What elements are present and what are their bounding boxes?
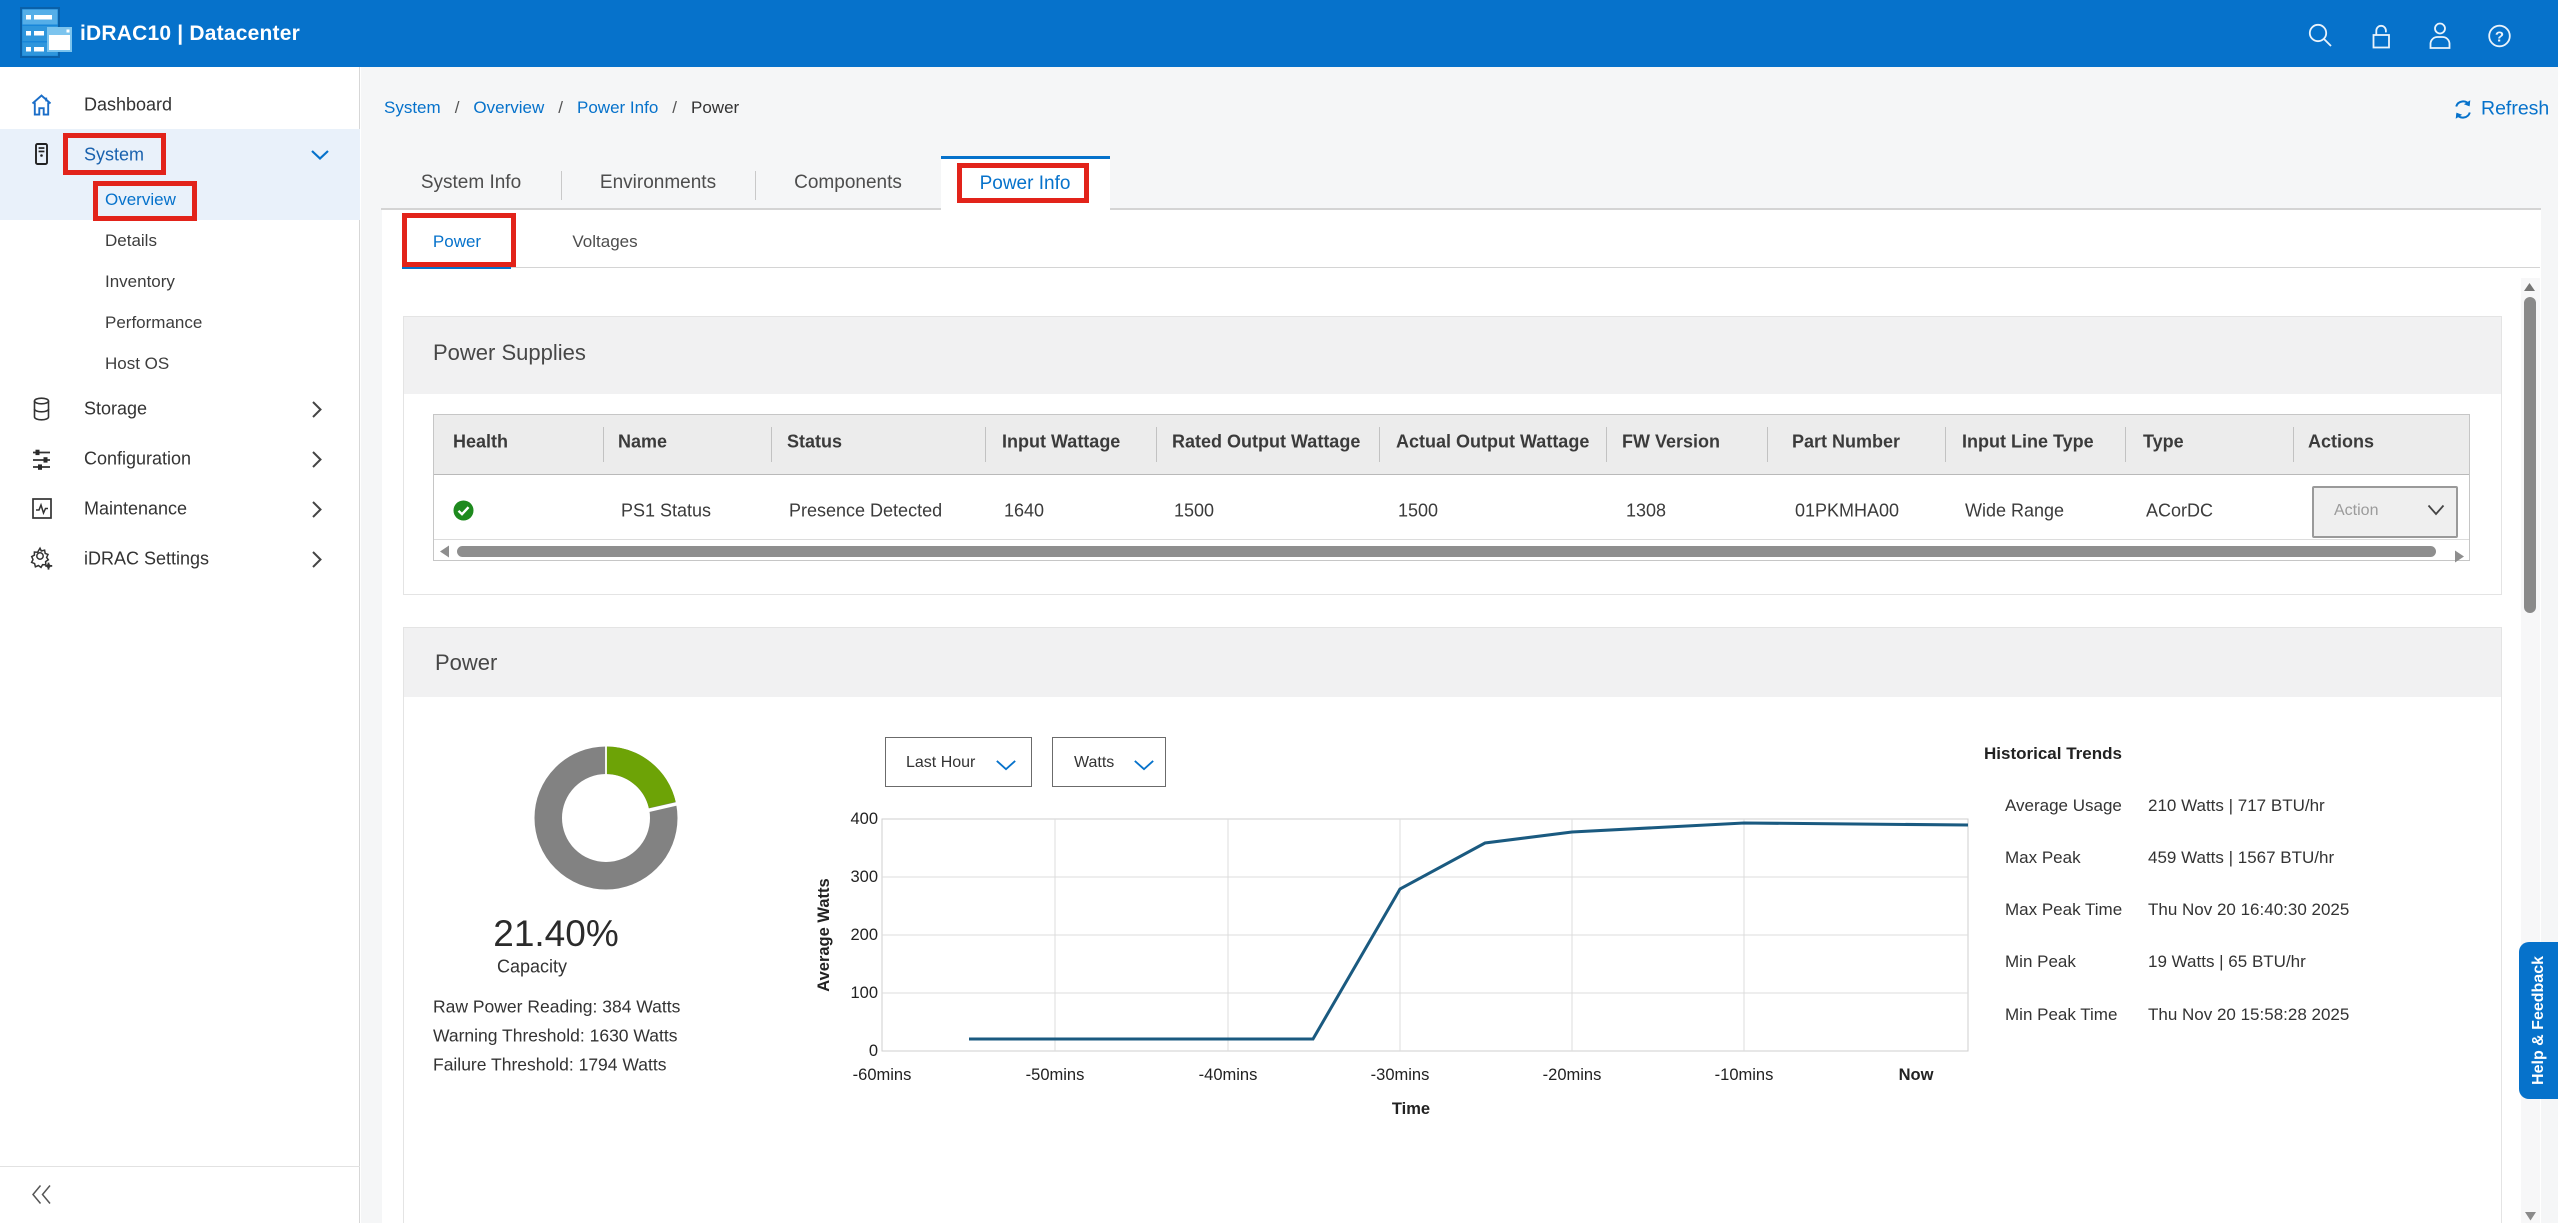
svg-text:-20mins: -20mins: [1543, 1066, 1602, 1084]
svg-text:Average Watts: Average Watts: [815, 878, 833, 991]
svg-text:400: 400: [850, 810, 878, 828]
svg-text:100: 100: [850, 984, 878, 1002]
svg-text:Now: Now: [1899, 1066, 1934, 1084]
svg-text:0: 0: [869, 1042, 878, 1060]
svg-text:-40mins: -40mins: [1199, 1066, 1258, 1084]
svg-text:200: 200: [850, 926, 878, 944]
svg-text:?: ?: [2495, 29, 2504, 46]
svg-text:-50mins: -50mins: [1026, 1066, 1085, 1084]
svg-text:-10mins: -10mins: [1715, 1066, 1774, 1084]
svg-text:-30mins: -30mins: [1371, 1066, 1430, 1084]
svg-text:Time: Time: [1392, 1100, 1430, 1118]
svg-text:300: 300: [850, 868, 878, 886]
svg-text:-60mins: -60mins: [853, 1066, 912, 1084]
